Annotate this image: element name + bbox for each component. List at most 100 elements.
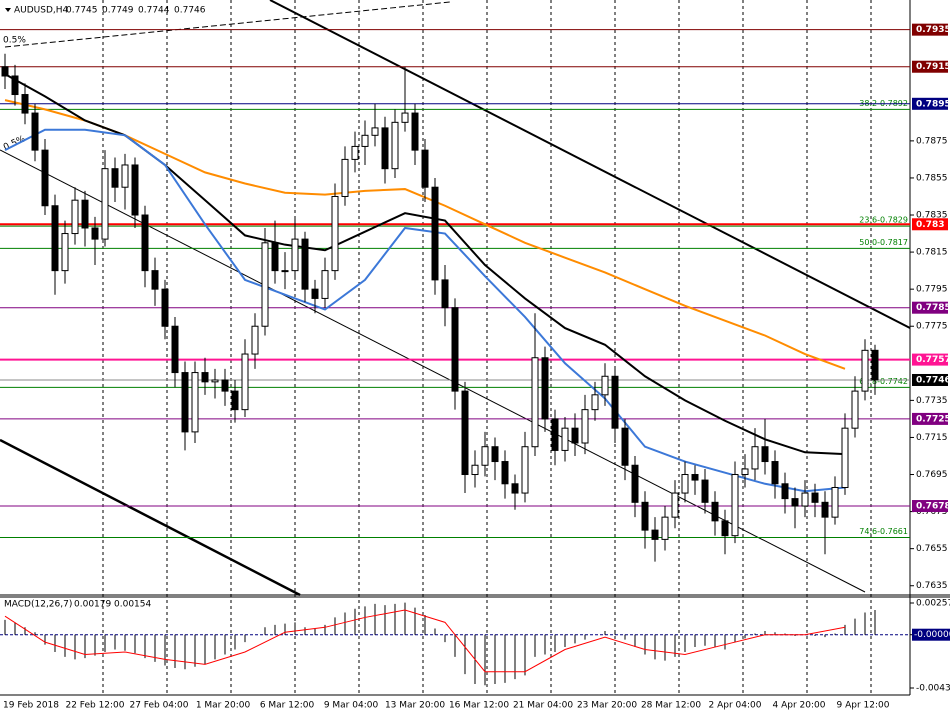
price-box	[912, 60, 948, 73]
fib-label: 23.6-0.7829	[859, 216, 908, 225]
candle-body	[671, 492, 679, 518]
candle-body	[71, 199, 79, 235]
x-tick-label: 1 Mar 20:00	[196, 701, 251, 711]
candle-body	[661, 516, 669, 540]
candle-body	[391, 121, 399, 170]
candle-body	[811, 492, 819, 503]
fib-label: 61.8-0.7742	[859, 377, 908, 386]
macd-tick-label: -0.00000	[914, 630, 950, 640]
candle-body	[821, 501, 829, 518]
candle-body	[581, 409, 589, 444]
price-box-label: 0.7785	[916, 303, 950, 313]
candle-body	[531, 357, 539, 448]
candle-body	[701, 479, 709, 503]
macd-label: MACD(12,26,7)	[4, 600, 72, 610]
candle-body	[851, 390, 859, 429]
candle-body	[271, 242, 279, 272]
candle-body	[311, 288, 319, 299]
candle-body	[11, 75, 19, 96]
candle-body	[351, 145, 359, 160]
candle-body	[761, 446, 769, 463]
fib-label: 50.0-0.7817	[859, 238, 908, 247]
candle-body	[691, 474, 699, 481]
candle-body	[211, 379, 219, 383]
header-icon	[5, 8, 11, 12]
candle-body	[81, 199, 89, 229]
x-tick-label: 9 Mar 04:00	[324, 701, 379, 711]
trendline	[4, 1, 451, 48]
y-tick-label: 0.7635	[916, 581, 948, 591]
candle-body	[461, 390, 469, 476]
candle-body	[641, 501, 649, 531]
candle-body	[571, 427, 579, 444]
candle-body	[51, 205, 59, 272]
price-box-label: 0.7915	[916, 62, 950, 72]
x-tick-label: 27 Feb 04:00	[129, 701, 188, 711]
candle-body	[151, 270, 159, 290]
candle-body	[481, 446, 489, 466]
x-tick-label: 21 Mar 04:00	[513, 701, 573, 711]
y-tick-label: 0.7695	[916, 470, 948, 480]
price-box-label: 0.7725	[916, 414, 950, 424]
symbol: AUDUSD,H4	[14, 6, 69, 16]
candle-body	[121, 164, 129, 188]
candle-body	[551, 418, 559, 451]
candle-body	[171, 325, 179, 374]
candle-body	[591, 394, 599, 411]
candle-body	[131, 164, 139, 216]
candle-body	[241, 353, 249, 411]
x-tick-label: 22 Feb 12:00	[65, 701, 124, 711]
fib-label: 74.6-0.7661	[859, 527, 908, 536]
candle-body	[221, 379, 229, 392]
y-tick-label: 0.7815	[916, 248, 948, 258]
candle-body	[711, 501, 719, 522]
price-box	[912, 301, 948, 314]
candle-body	[191, 372, 199, 433]
candle-body	[861, 349, 869, 392]
candle-body	[431, 186, 439, 281]
price-box-label: 0.7746	[916, 375, 950, 385]
candle-body	[331, 195, 339, 272]
candle-body	[451, 307, 459, 392]
candle-body	[341, 158, 349, 197]
annotation: 0.5%	[3, 36, 26, 46]
candle-body	[491, 446, 499, 463]
candle-body	[141, 214, 149, 272]
candle-body	[201, 372, 209, 383]
price-box	[912, 412, 948, 425]
macd-tick-label: 0.00257	[916, 599, 950, 609]
macd-tick-label: -0.00432	[916, 684, 950, 694]
header-value: 0.7749	[102, 6, 134, 16]
price-box-label: 0.7895	[916, 99, 950, 109]
y-tick-label: 0.7715	[916, 433, 948, 443]
candle-body	[101, 168, 109, 240]
candle-body	[611, 375, 619, 429]
y-tick-label: 0.7675	[916, 507, 948, 517]
y-tick-label: 0.7655	[916, 544, 948, 554]
candle-body	[771, 461, 779, 485]
candle-body	[501, 461, 509, 485]
candle-body	[181, 372, 189, 433]
candle-body	[421, 149, 429, 188]
candle-body	[831, 486, 839, 518]
macd-signal	[4, 609, 846, 673]
x-tick-label: 4 Apr 20:00	[773, 701, 826, 711]
candle-body	[871, 349, 879, 381]
candle-body	[111, 168, 119, 188]
y-tick-label: 0.7835	[916, 211, 948, 221]
candle-body	[471, 464, 479, 476]
candle-body	[281, 270, 289, 273]
candle-body	[521, 446, 529, 494]
x-tick-label: 9 Apr 12:00	[837, 701, 890, 711]
macd-value: 0.00179	[74, 600, 111, 610]
trendline	[0, 438, 301, 597]
trendlines	[0, 0, 911, 597]
x-tick-label: 16 Mar 12:00	[449, 701, 509, 711]
candle-body	[61, 233, 69, 272]
candle-body	[511, 483, 519, 494]
candle-body	[91, 227, 99, 240]
candle-body	[631, 464, 639, 503]
candle-body	[161, 288, 169, 327]
price-box	[912, 500, 948, 513]
